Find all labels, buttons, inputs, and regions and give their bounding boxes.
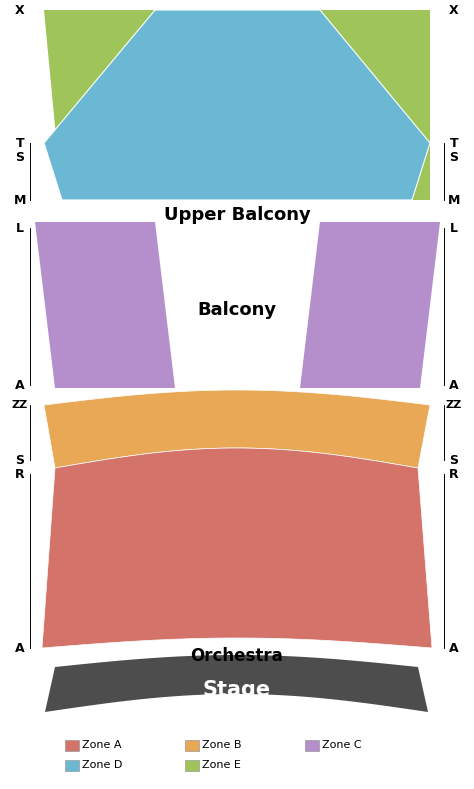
Text: Upper Balcony: Upper Balcony <box>164 206 310 224</box>
Text: Zone B: Zone B <box>202 740 241 750</box>
Text: A: A <box>449 641 459 655</box>
Bar <box>185 760 199 771</box>
Text: X: X <box>15 3 25 17</box>
Text: Zone E: Zone E <box>202 760 241 770</box>
Text: A: A <box>449 379 459 391</box>
Text: L: L <box>450 222 458 234</box>
Text: Zone D: Zone D <box>82 760 122 770</box>
Text: Balcony: Balcony <box>198 301 276 319</box>
Bar <box>305 739 319 750</box>
Polygon shape <box>44 10 430 200</box>
Text: ZZ: ZZ <box>446 400 462 410</box>
Text: T: T <box>16 136 24 149</box>
Text: S: S <box>16 454 25 466</box>
Text: M: M <box>448 193 460 207</box>
Text: T: T <box>450 136 458 149</box>
Polygon shape <box>42 448 432 648</box>
Polygon shape <box>35 222 440 388</box>
Bar <box>185 739 199 750</box>
Polygon shape <box>44 390 430 468</box>
Text: Orchestra: Orchestra <box>191 647 283 665</box>
Text: A: A <box>15 379 25 391</box>
Text: Zone A: Zone A <box>82 740 121 750</box>
Text: X: X <box>449 3 459 17</box>
Text: Stage: Stage <box>203 680 271 700</box>
Text: M: M <box>14 193 26 207</box>
Text: L: L <box>16 222 24 234</box>
Text: S: S <box>449 454 458 466</box>
Polygon shape <box>45 655 428 712</box>
Text: R: R <box>449 468 459 481</box>
Bar <box>65 739 79 750</box>
Text: ZZ: ZZ <box>12 400 28 410</box>
Polygon shape <box>44 10 430 200</box>
Text: A: A <box>15 641 25 655</box>
Text: R: R <box>15 468 25 481</box>
Text: Zone C: Zone C <box>322 740 362 750</box>
Bar <box>65 760 79 771</box>
Polygon shape <box>155 222 320 388</box>
Text: S: S <box>449 151 458 163</box>
Text: S: S <box>16 151 25 163</box>
